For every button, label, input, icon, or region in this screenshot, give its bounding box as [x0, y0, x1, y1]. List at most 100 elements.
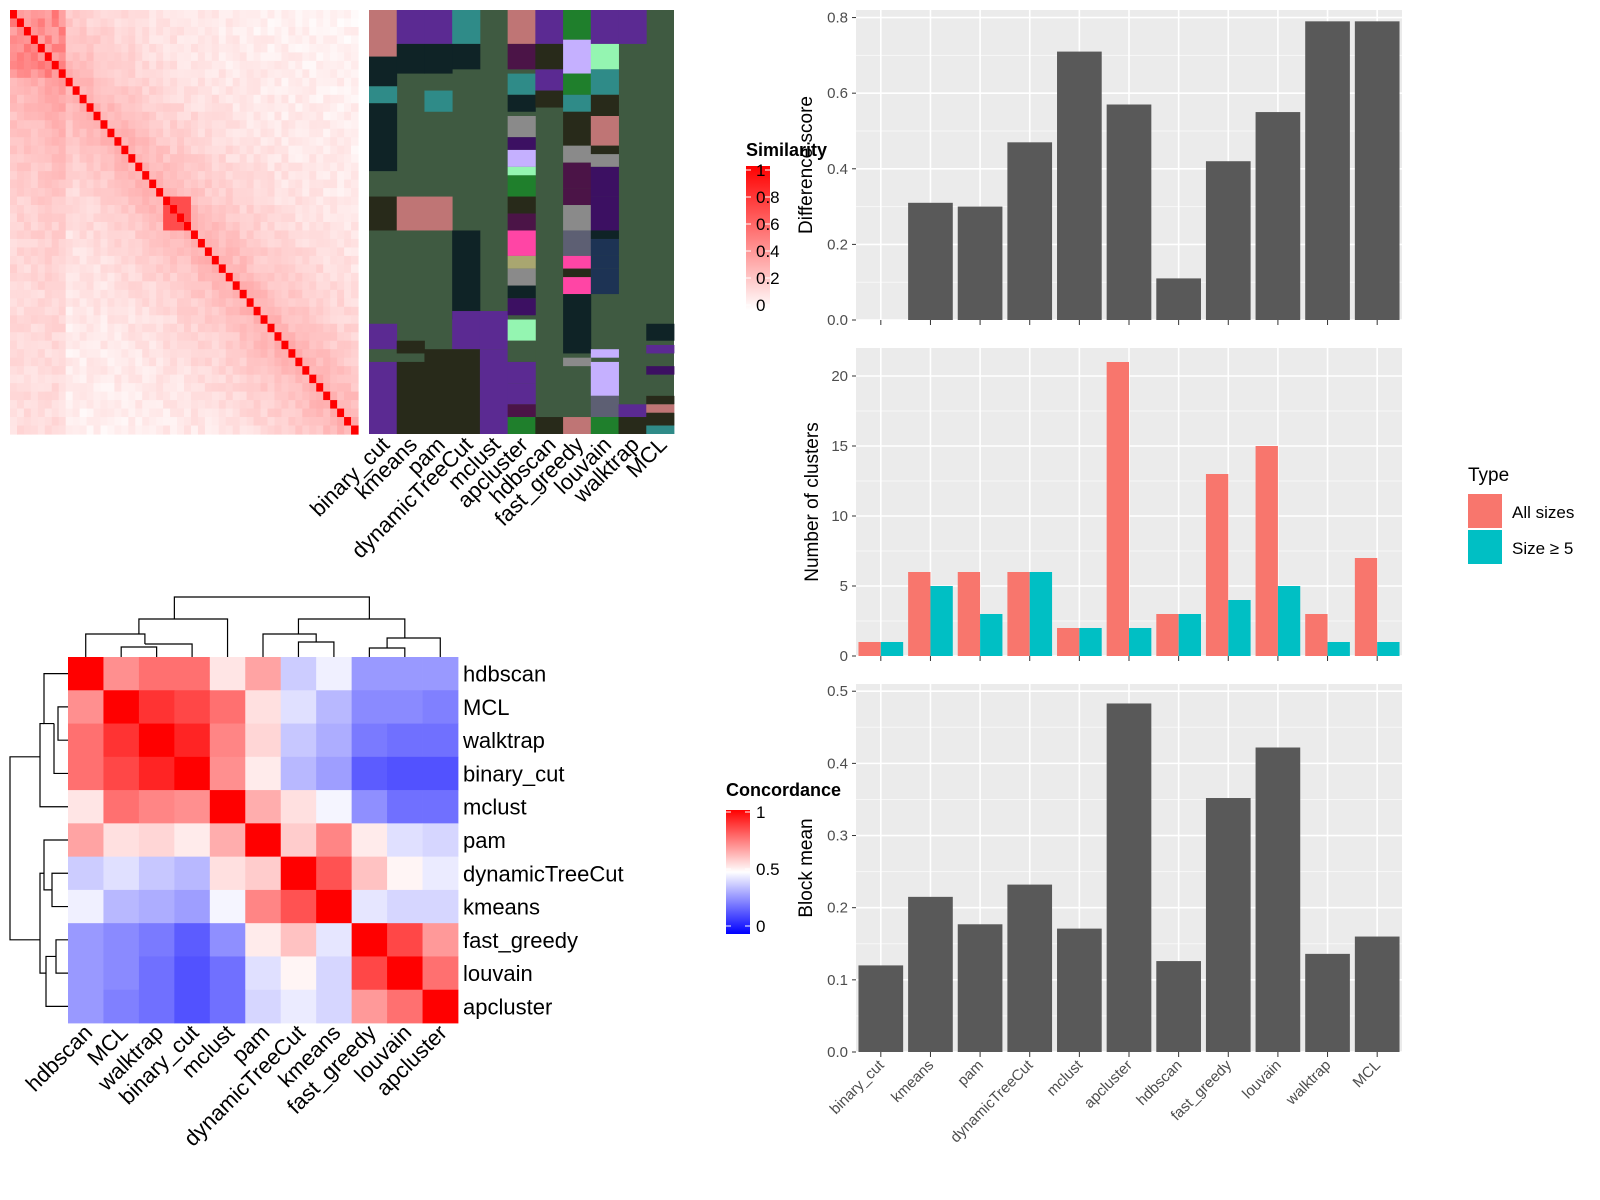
similarity-cell [121, 340, 129, 350]
y-tick-label: 0.8 [827, 10, 848, 27]
similarity-cell [156, 238, 164, 249]
similarity-cell [232, 128, 241, 138]
similarity-cell [149, 60, 157, 70]
similarity-cell [344, 425, 352, 435]
similarity-cell [344, 145, 352, 155]
similarity-cell [51, 306, 60, 316]
similarity-cell [316, 205, 324, 215]
similarity-cell [72, 255, 81, 265]
membership-cell [590, 255, 619, 269]
similarity-cell [225, 391, 234, 401]
similarity-cell [184, 18, 192, 28]
similarity-cell [323, 391, 331, 401]
bar-size-5 [1029, 572, 1053, 656]
similarity-cell [267, 357, 276, 367]
similarity-cell [51, 86, 60, 96]
similarity-cell [51, 179, 60, 189]
similarity-cell [239, 332, 248, 342]
similarity-cell [51, 154, 60, 164]
concordance-cell [316, 889, 353, 924]
y-tick-label: 0.6 [827, 85, 848, 102]
similarity-cell [58, 289, 67, 299]
similarity-cell [65, 408, 74, 418]
similarity-cell [260, 26, 269, 37]
similarity-cell [23, 213, 32, 223]
similarity-cell [58, 154, 67, 164]
bar-all-sizes [1305, 614, 1328, 656]
similarity-cell [100, 77, 109, 87]
membership-cell [507, 10, 536, 44]
similarity-cell [10, 162, 18, 172]
similarity-cell [316, 425, 324, 435]
similarity-cell [337, 230, 345, 240]
similarity-cell [177, 111, 185, 121]
membership-cell [507, 43, 536, 70]
similarity-cell [10, 69, 18, 79]
similarity-cell [344, 315, 352, 325]
similarity-cell [23, 349, 32, 359]
similarity-cell [30, 383, 39, 393]
similarity-cell [204, 120, 213, 130]
similarity-cell [93, 18, 102, 28]
similarity-cell [337, 35, 345, 45]
similarity-cell [100, 52, 109, 62]
similarity-cell [337, 69, 345, 79]
similarity-cell [51, 281, 60, 291]
similarity-cell [190, 18, 199, 28]
similarity-cell [253, 77, 262, 87]
similarity-cell [72, 94, 81, 104]
similarity-cell [149, 52, 157, 62]
similarity-cell [93, 196, 102, 206]
similarity-cell [184, 77, 192, 87]
similarity-cell [246, 340, 255, 350]
similarity-cell [197, 162, 206, 172]
similarity-cell [330, 281, 338, 291]
bar-size-5 [1178, 614, 1201, 656]
similarity-cell [79, 154, 88, 164]
similarity-cell [156, 374, 164, 384]
similarity-cell [351, 94, 359, 104]
similarity-cell [190, 10, 199, 20]
similarity-cell [121, 247, 129, 257]
similarity-cell [260, 52, 269, 62]
similarity-cell [149, 247, 157, 257]
similarity-cell [10, 213, 18, 223]
similarity-cell [135, 35, 143, 45]
similarity-cell [253, 137, 262, 147]
similarity-cell [330, 400, 338, 410]
similarity-cell [16, 247, 25, 257]
membership-cell [563, 294, 592, 354]
concordance-cell [68, 956, 104, 991]
similarity-cell [225, 298, 234, 308]
membership-cell [590, 268, 619, 295]
similarity-cell [323, 128, 331, 138]
similarity-cell [246, 332, 255, 342]
similarity-cell [246, 222, 255, 232]
similarity-cell [225, 425, 234, 435]
similarity-cell [149, 26, 157, 37]
similarity-cell [114, 60, 122, 70]
similarity-cell [170, 349, 178, 359]
similarity-cell [225, 417, 234, 427]
similarity-cell [149, 391, 157, 401]
concordance-cell [387, 790, 423, 824]
similarity-cell [295, 289, 303, 299]
similarity-cell [44, 357, 53, 367]
membership-cell [590, 417, 619, 434]
similarity-cell [86, 255, 95, 265]
concordance-cell [209, 723, 246, 758]
similarity-cell [170, 255, 178, 265]
similarity-cell [128, 315, 136, 325]
similarity-cell [107, 179, 115, 189]
similarity-cell [218, 171, 227, 181]
similarity-cell [260, 383, 269, 393]
similarity-cell [295, 332, 303, 342]
similarity-cell [16, 18, 25, 28]
similarity-cell [16, 357, 25, 367]
similarity-cell [274, 332, 283, 342]
similarity-cell [170, 128, 178, 138]
similarity-cell [260, 315, 269, 325]
similarity-cell [232, 247, 241, 257]
similarity-cell [281, 366, 289, 376]
similarity-cell [100, 145, 109, 155]
